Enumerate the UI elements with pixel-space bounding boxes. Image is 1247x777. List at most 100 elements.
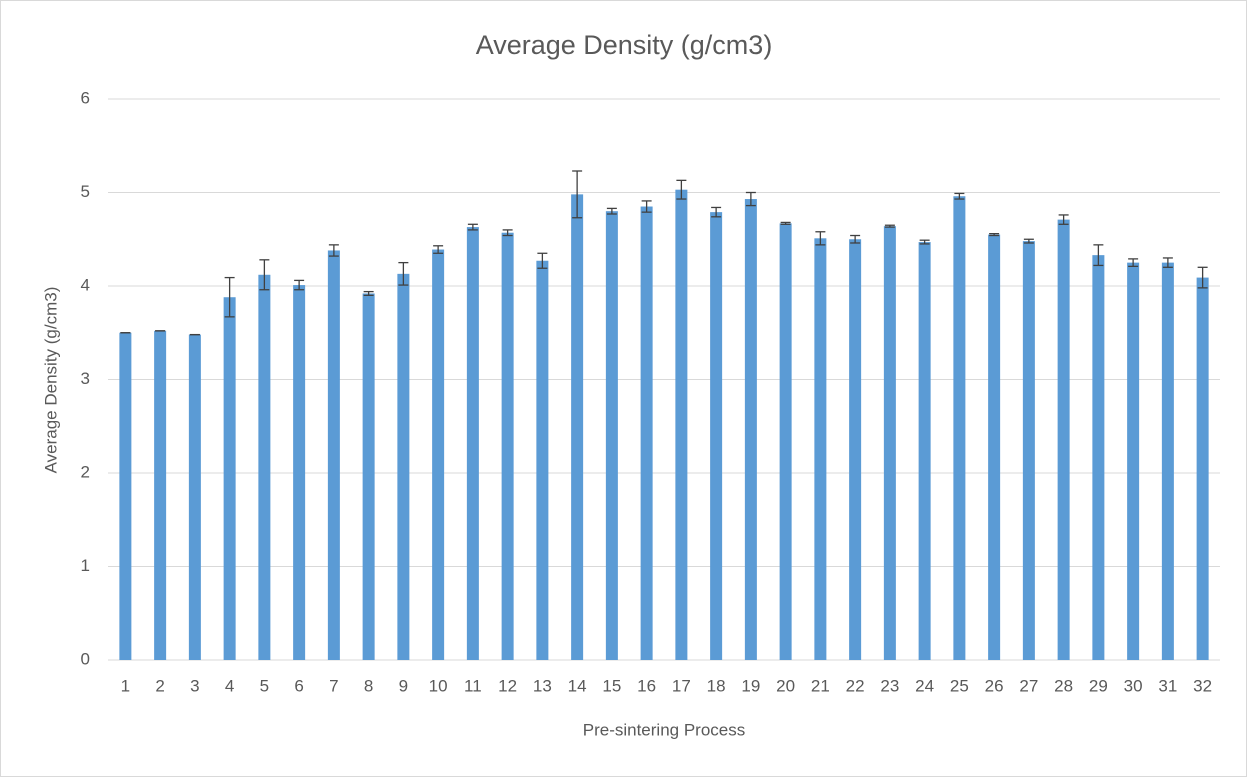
error-bar — [537, 252, 548, 269]
chart-title: Average Density (g/cm3) — [476, 30, 773, 60]
x-tick-label: 5 — [260, 676, 269, 695]
x-tick-label: 2 — [155, 676, 164, 695]
error-bar — [711, 206, 722, 218]
bar — [119, 332, 132, 660]
y-tick-label: 2 — [81, 462, 90, 481]
bar — [1022, 241, 1035, 660]
x-tick-label: 21 — [811, 676, 830, 695]
y-axis-label: Average Density (g/cm3) — [41, 287, 60, 474]
bar — [744, 199, 757, 661]
x-axis-label: Pre-sintering Process — [583, 720, 746, 739]
error-bar — [1058, 214, 1069, 225]
x-tick-label: 27 — [1019, 676, 1038, 695]
error-bar — [224, 276, 235, 318]
error-bar — [363, 290, 374, 297]
x-tick-label: 31 — [1158, 676, 1177, 695]
error-bar — [641, 200, 652, 213]
error-bar — [398, 261, 409, 286]
y-tick-label: 0 — [81, 649, 90, 668]
bar — [1057, 219, 1070, 661]
x-tick-label: 11 — [464, 676, 482, 695]
error-bar — [328, 244, 339, 257]
bar — [466, 227, 479, 660]
bar — [1127, 262, 1140, 660]
bar — [779, 223, 792, 661]
y-tick-label: 4 — [81, 275, 90, 294]
error-bar — [502, 229, 513, 237]
x-tick-label: 9 — [399, 676, 408, 695]
x-tick-label: 4 — [225, 676, 234, 695]
error-bar — [433, 245, 444, 254]
bar — [883, 226, 896, 660]
bar — [918, 242, 931, 660]
error-bar — [1197, 266, 1208, 289]
y-tick-label: 3 — [81, 369, 90, 388]
bar — [571, 194, 584, 660]
bar — [814, 238, 827, 660]
error-bar — [919, 239, 930, 245]
bar — [154, 330, 167, 660]
x-tick-label: 8 — [364, 676, 373, 695]
bar — [849, 239, 862, 660]
y-tick-label: 1 — [81, 556, 90, 575]
x-tick-label: 7 — [329, 676, 338, 695]
bar — [501, 232, 514, 660]
x-tick-label: 10 — [429, 676, 448, 695]
x-tick-label: 12 — [498, 676, 517, 695]
x-tick-label: 19 — [741, 676, 760, 695]
bar — [293, 285, 306, 660]
bar — [223, 297, 236, 660]
x-tick-label: 32 — [1193, 676, 1212, 695]
x-tick-label: 6 — [294, 676, 303, 695]
x-tick-label: 25 — [950, 676, 969, 695]
error-bar — [954, 192, 965, 200]
x-tick-label: 28 — [1054, 676, 1073, 695]
error-bar — [467, 223, 478, 231]
bar — [640, 206, 653, 660]
error-bar — [989, 232, 1000, 237]
x-tick-label: 18 — [707, 676, 726, 695]
error-bar — [850, 234, 861, 244]
bar — [188, 334, 201, 660]
bar — [953, 196, 966, 661]
bar — [397, 273, 410, 660]
bar — [327, 250, 340, 660]
error-bar — [1128, 258, 1139, 268]
x-tick-label: 14 — [568, 676, 587, 695]
bar — [1161, 262, 1174, 660]
bar — [675, 189, 688, 660]
bar — [1196, 277, 1209, 660]
bar — [362, 293, 375, 660]
x-tick-label: 24 — [915, 676, 934, 695]
error-bar — [572, 170, 583, 219]
error-bar — [1162, 257, 1173, 268]
bar — [710, 212, 723, 660]
x-tick-label: 1 — [121, 676, 130, 695]
error-bar — [294, 279, 305, 291]
x-tick-label: 3 — [190, 676, 199, 695]
x-tick-label: 22 — [846, 676, 865, 695]
error-bar — [745, 191, 756, 207]
bar — [988, 234, 1001, 660]
error-bar — [676, 179, 687, 200]
x-tick-label: 23 — [880, 676, 899, 695]
error-bar — [259, 259, 270, 291]
bar — [536, 260, 549, 660]
x-tick-label: 15 — [602, 676, 621, 695]
y-tick-label: 5 — [81, 182, 90, 201]
bar — [432, 249, 445, 660]
bar — [1092, 255, 1105, 660]
x-tick-label: 29 — [1089, 676, 1108, 695]
x-tick-label: 13 — [533, 676, 552, 695]
error-bar — [1093, 244, 1104, 267]
x-tick-label: 30 — [1124, 676, 1143, 695]
error-bar — [815, 231, 826, 246]
error-bar — [1023, 238, 1034, 244]
x-tick-label: 17 — [672, 676, 691, 695]
error-bar — [780, 221, 791, 225]
error-bar — [606, 207, 617, 215]
bar — [605, 211, 618, 660]
x-tick-label: 20 — [776, 676, 795, 695]
